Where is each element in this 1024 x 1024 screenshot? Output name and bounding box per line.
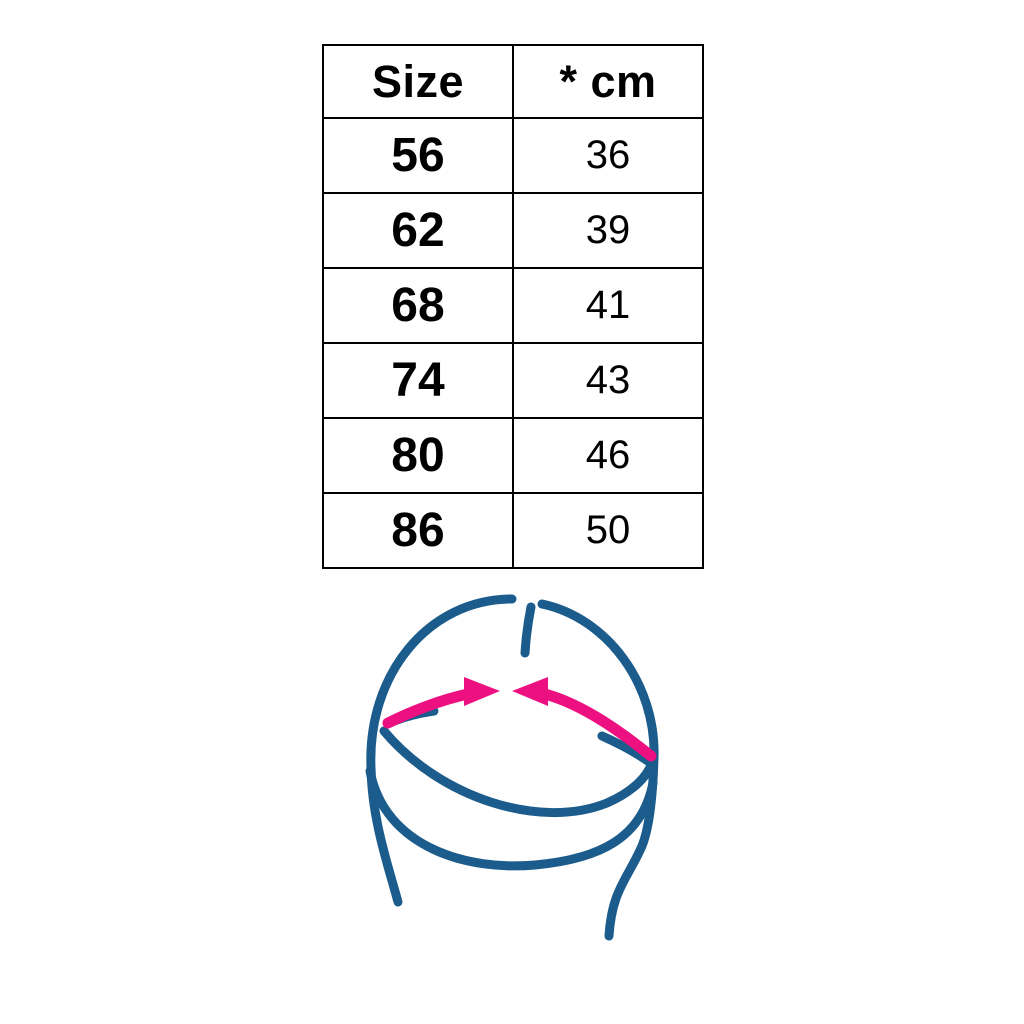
size-chart-header: Size * cm [322, 44, 704, 119]
hat-crown-right-outline [537, 599, 659, 941]
measurement-arrowhead-right [512, 677, 548, 706]
size-chart-body: 56 36 62 39 68 41 74 43 80 46 86 50 [322, 117, 704, 569]
size-chart-table: Size * cm 56 36 62 39 68 41 74 43 80 46 … [322, 44, 704, 569]
table-row: 68 41 [322, 267, 704, 344]
table-row: 56 36 [322, 117, 704, 194]
cm-value: 39 [512, 192, 704, 269]
size-value: 62 [322, 192, 514, 269]
table-row: 86 50 [322, 492, 704, 569]
table-row: 62 39 [322, 192, 704, 269]
table-row: 80 46 [322, 417, 704, 494]
hat-front-rim-curve [379, 726, 657, 818]
column-header-cm: * cm [512, 44, 704, 119]
measurement-arrow-left-shaft [382, 688, 474, 729]
cm-value: 41 [512, 267, 704, 344]
cm-value: 50 [512, 492, 704, 569]
column-header-size: Size [322, 44, 514, 119]
hat-back-rim-curve [365, 766, 658, 871]
table-row: 74 43 [322, 342, 704, 419]
measurement-arrowhead-left [464, 677, 500, 706]
baby-hat-illustration [340, 580, 680, 960]
size-value: 74 [322, 342, 514, 419]
hat-crown-left-outline [366, 594, 517, 907]
size-value: 80 [322, 417, 514, 494]
table-header-row: Size * cm [322, 44, 704, 119]
hat-diagram-svg [365, 594, 659, 941]
size-value: 56 [322, 117, 514, 194]
cm-value: 36 [512, 117, 704, 194]
size-value: 68 [322, 267, 514, 344]
cm-value: 46 [512, 417, 704, 494]
measurement-arrow-right-shaft [539, 688, 657, 762]
size-value: 86 [322, 492, 514, 569]
hat-seam-line [520, 602, 536, 658]
cm-value: 43 [512, 342, 704, 419]
